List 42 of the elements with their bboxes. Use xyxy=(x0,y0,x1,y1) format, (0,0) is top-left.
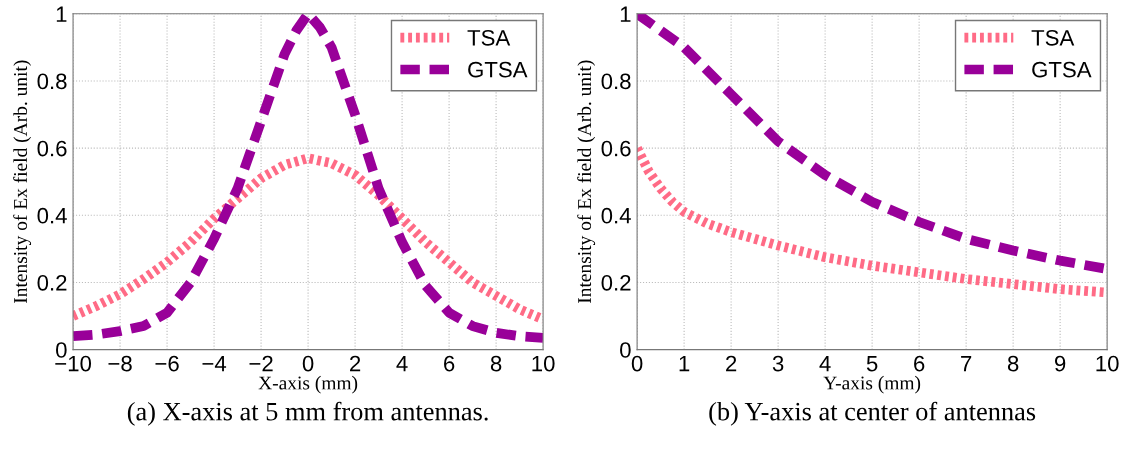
legend-label: GTSA xyxy=(468,61,528,78)
y-axis-title: Intensity of Ex field (Arb. unit) xyxy=(577,60,596,304)
x-tick-label: 10 xyxy=(532,355,555,372)
legend-label: GTSA xyxy=(1032,61,1092,78)
x-tick-label: 0 xyxy=(302,355,314,372)
x-tick-label: 6 xyxy=(444,355,455,372)
legend-label: TSA xyxy=(467,29,511,46)
x-tick-label: 9 xyxy=(1055,355,1066,372)
x-tick-label: 4 xyxy=(819,355,831,372)
y-tick-label: 0.4 xyxy=(37,207,67,224)
y-tick-label: 1 xyxy=(56,6,67,22)
x-axis-title: X-axis (mm) xyxy=(258,375,358,394)
y-tick-label: 0.8 xyxy=(37,73,67,90)
x-tick-label: 1 xyxy=(679,355,690,372)
x-tick-label: 2 xyxy=(350,355,361,372)
x-tick-label: 6 xyxy=(914,355,925,372)
y-tick-label: 0.8 xyxy=(601,73,631,90)
y-tick-label: 0.4 xyxy=(601,207,631,224)
y-tick-label: 1 xyxy=(620,6,631,22)
y-tick-label: 0.2 xyxy=(601,274,631,291)
x-tick-label: −2 xyxy=(249,355,273,372)
y-axis-title: Intensity of Ex field (Arb. unit) xyxy=(13,60,32,304)
x-axis-title: Y-axis (mm) xyxy=(823,375,921,394)
x-tick-label: 5 xyxy=(866,355,878,372)
x-tick-label: 7 xyxy=(961,355,972,372)
x-tick-label: 2 xyxy=(726,355,737,372)
text: (b) Y-axis at center of antennas xyxy=(709,401,1036,426)
text: (a) X-axis at 5 mm from antennas. xyxy=(127,401,488,426)
x-tick-label: 4 xyxy=(396,355,408,372)
x-tick-label: −4 xyxy=(202,355,227,372)
y-tick-label: 0.6 xyxy=(601,140,631,157)
x-tick-label: −6 xyxy=(155,355,179,372)
x-tick-label: 8 xyxy=(490,355,502,372)
x-tick-label: 8 xyxy=(1007,355,1019,372)
x-tick-label: −8 xyxy=(108,355,132,372)
y-tick-label: 0.6 xyxy=(37,140,67,157)
x-tick-label: 3 xyxy=(772,355,784,372)
x-tick-label: 10 xyxy=(1096,355,1119,372)
y-tick-label: 0 xyxy=(620,342,631,358)
y-tick-label: 0.2 xyxy=(37,274,67,291)
x-tick-label: 0 xyxy=(631,355,643,372)
legend-label: TSA xyxy=(1031,29,1075,46)
